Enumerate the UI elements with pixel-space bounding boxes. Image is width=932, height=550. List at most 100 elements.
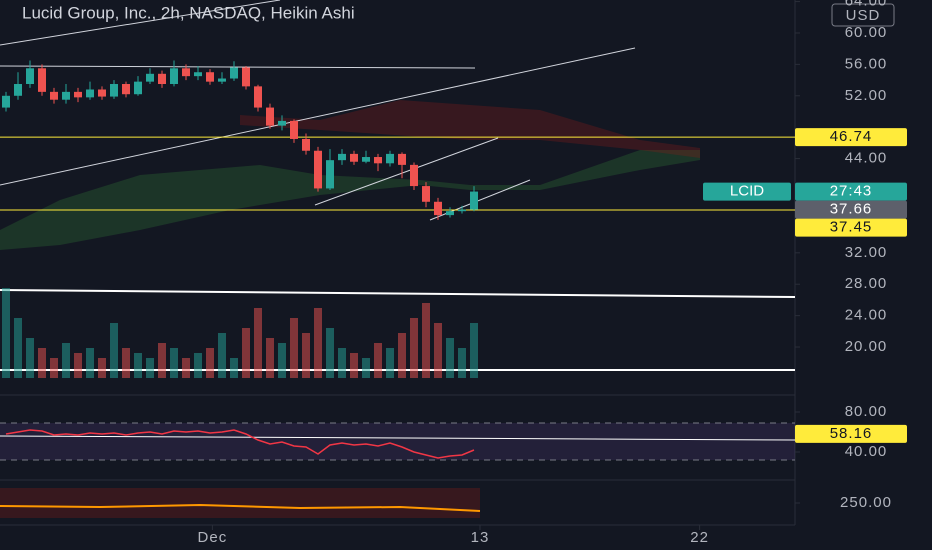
volume-bar — [410, 318, 418, 378]
volume-bar — [470, 323, 478, 378]
volume-bar — [314, 308, 322, 378]
volume-bar — [326, 328, 334, 378]
x-tick-label: Dec — [198, 529, 228, 546]
candle-body — [62, 91, 70, 100]
y-tick-label: 60.00 — [845, 24, 888, 41]
volume-bar — [230, 358, 238, 378]
volume-bar — [422, 303, 430, 378]
volume-bar — [290, 318, 298, 378]
candle-body — [290, 120, 298, 139]
volume-bar — [14, 318, 22, 378]
lower-pane-bg — [0, 488, 480, 518]
indicator-line — [0, 503, 481, 512]
candle-body — [218, 78, 226, 82]
cloud — [240, 100, 700, 158]
candle-body — [2, 95, 10, 108]
price-label: 37.66 — [830, 201, 873, 218]
volume-bar — [86, 348, 94, 378]
volume-bar — [158, 343, 166, 378]
candle-body — [398, 153, 406, 165]
candle-body — [74, 91, 82, 98]
candle-body — [182, 68, 190, 77]
candle-body — [266, 107, 274, 126]
price-label-bg — [795, 200, 907, 219]
candle-body — [326, 160, 334, 189]
volume-bar — [38, 348, 46, 378]
trend-line — [314, 137, 499, 206]
trend-line — [0, 47, 636, 186]
volume-bar — [374, 343, 382, 378]
volume-bar — [242, 328, 250, 378]
volume-bar — [458, 348, 466, 378]
candle-body — [110, 84, 118, 97]
candle-body — [38, 68, 46, 92]
candle-body — [14, 84, 22, 96]
volume-bar — [26, 338, 34, 378]
candle-body — [194, 72, 202, 77]
symbol-label-bg — [703, 182, 791, 201]
volume-bar — [446, 338, 454, 378]
candle-body — [242, 67, 250, 87]
candle-body — [302, 138, 310, 151]
y-tick-label: 32.00 — [845, 244, 888, 261]
candle-body — [350, 153, 358, 162]
volume-bar — [434, 323, 442, 378]
candle-body — [278, 120, 286, 126]
horizontal-line — [0, 289, 796, 298]
price-label: 37.45 — [830, 219, 873, 236]
trend-line — [0, 0, 281, 46]
volume-bar — [98, 358, 106, 378]
y-tick-label: 44.00 — [845, 150, 888, 167]
candle-body — [26, 68, 34, 85]
volume-bar — [398, 333, 406, 378]
candle-body — [410, 164, 418, 187]
candle-body — [134, 81, 142, 95]
trend-line — [0, 65, 476, 69]
y-tick-label: 250.00 — [840, 494, 892, 511]
volume-bar — [182, 358, 190, 378]
volume-bar — [254, 308, 262, 378]
candle-body — [386, 153, 394, 164]
candle-body — [470, 191, 478, 210]
volume-bar — [62, 343, 70, 378]
volume-bar — [134, 353, 142, 378]
cloud — [0, 150, 700, 250]
volume-bar — [266, 338, 274, 378]
chart-title: Lucid Group, Inc., 2h, NASDAQ, Heikin As… — [22, 3, 355, 22]
candle-body — [362, 157, 370, 162]
candle-body — [170, 68, 178, 85]
candle-body — [122, 84, 130, 95]
volume-bar — [350, 353, 358, 378]
volume-bar — [122, 348, 130, 378]
currency-label: USD — [846, 7, 881, 24]
volume-bar — [146, 358, 154, 378]
y-tick-label: 64.00 — [845, 0, 888, 10]
volume-bar — [2, 288, 10, 378]
candle-body — [98, 89, 106, 97]
candle-body — [86, 89, 94, 98]
rsi-line — [5, 429, 475, 459]
volume-bar — [194, 353, 202, 378]
x-tick-label: 22 — [690, 529, 709, 546]
volume-bar — [50, 358, 58, 378]
y-tick-label: 28.00 — [845, 275, 888, 292]
price-label-bg — [795, 182, 907, 201]
candle-body — [158, 73, 166, 85]
y-tick-label: 80.00 — [845, 403, 888, 420]
countdown-label: 27:43 — [830, 183, 873, 200]
candle-body — [458, 209, 466, 212]
y-tick-label: 40.00 — [845, 443, 888, 460]
volume-bar — [338, 348, 346, 378]
volume-bar — [386, 348, 394, 378]
candle-body — [146, 73, 154, 82]
candle-body — [422, 186, 430, 202]
y-tick-label: 24.00 — [845, 307, 888, 324]
rsi-label-bg — [795, 424, 907, 443]
candle-body — [254, 86, 262, 108]
candle-body — [50, 91, 58, 100]
price-axis-bg — [795, 0, 932, 550]
candle-body — [374, 157, 382, 164]
candle-body — [338, 153, 346, 161]
y-tick-label: 56.00 — [845, 55, 888, 72]
